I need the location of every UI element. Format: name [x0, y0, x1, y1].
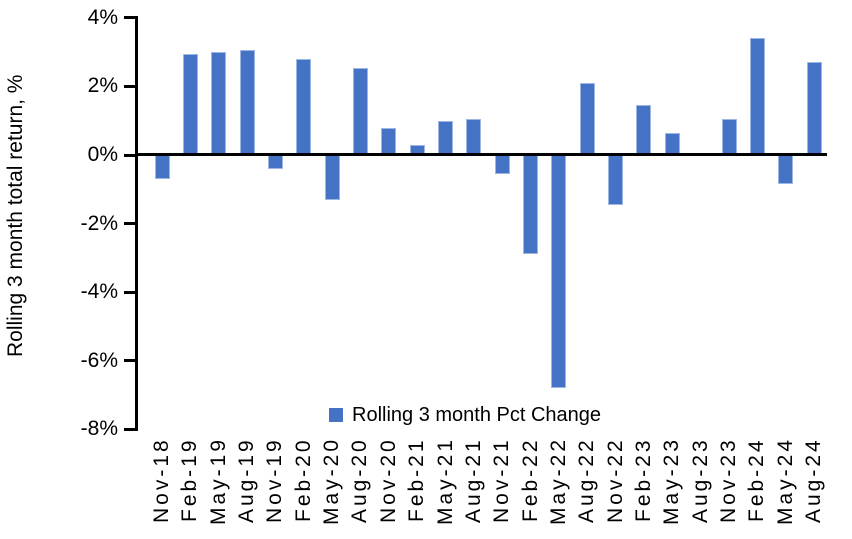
bar-Nov-22	[608, 155, 624, 205]
y-tick-mark	[124, 222, 138, 226]
bar-Aug-24	[806, 62, 822, 155]
y-tick-mark	[124, 427, 138, 431]
bar-Nov-18	[154, 155, 170, 179]
bar-Feb-22	[523, 155, 539, 255]
bar-Aug-22	[579, 82, 595, 155]
bar-Nov-23	[721, 118, 737, 155]
bar-May-23	[664, 132, 680, 155]
y-tick-mark	[124, 290, 138, 294]
y-axis-line	[135, 16, 138, 431]
bar-Aug-20	[352, 67, 368, 155]
y-axis-tick-labels: 4% 2% 0% -2% -4% -6% -8%	[0, 0, 120, 539]
legend-swatch-icon	[329, 408, 343, 422]
y-tick-label: -4%	[80, 280, 118, 304]
y-tick-label: 0%	[87, 143, 118, 166]
bar-Feb-24	[749, 38, 765, 155]
bar-Feb-20	[296, 58, 312, 155]
bar-May-22	[551, 155, 567, 389]
y-tick-mark	[124, 16, 138, 20]
legend: Rolling 3 month Pct Change	[329, 402, 601, 428]
bar-Feb-23	[636, 105, 652, 155]
bar-May-21	[438, 120, 453, 155]
y-tick-label: -8%	[80, 417, 118, 441]
y-tick-label: 2%	[87, 74, 118, 98]
bar-Aug-21	[466, 118, 482, 155]
bar-Nov-19	[267, 155, 283, 169]
bar-Nov-21	[494, 155, 510, 174]
bar-Nov-20	[381, 127, 397, 155]
y-tick-label: -2%	[80, 211, 118, 235]
y-tick-label: 4%	[87, 5, 118, 29]
bar-Feb-19	[182, 53, 198, 155]
bar-May-19	[211, 52, 227, 155]
y-tick-mark	[124, 359, 138, 363]
y-tick-mark	[124, 84, 138, 88]
bar-May-20	[324, 155, 340, 200]
y-tick-mark	[124, 153, 138, 157]
y-tick-label: -6%	[80, 348, 118, 372]
legend-label: Rolling 3 month Pct Change	[352, 403, 602, 426]
bar-May-24	[778, 155, 794, 185]
zero-baseline	[137, 153, 827, 156]
bar-Aug-19	[239, 50, 255, 155]
